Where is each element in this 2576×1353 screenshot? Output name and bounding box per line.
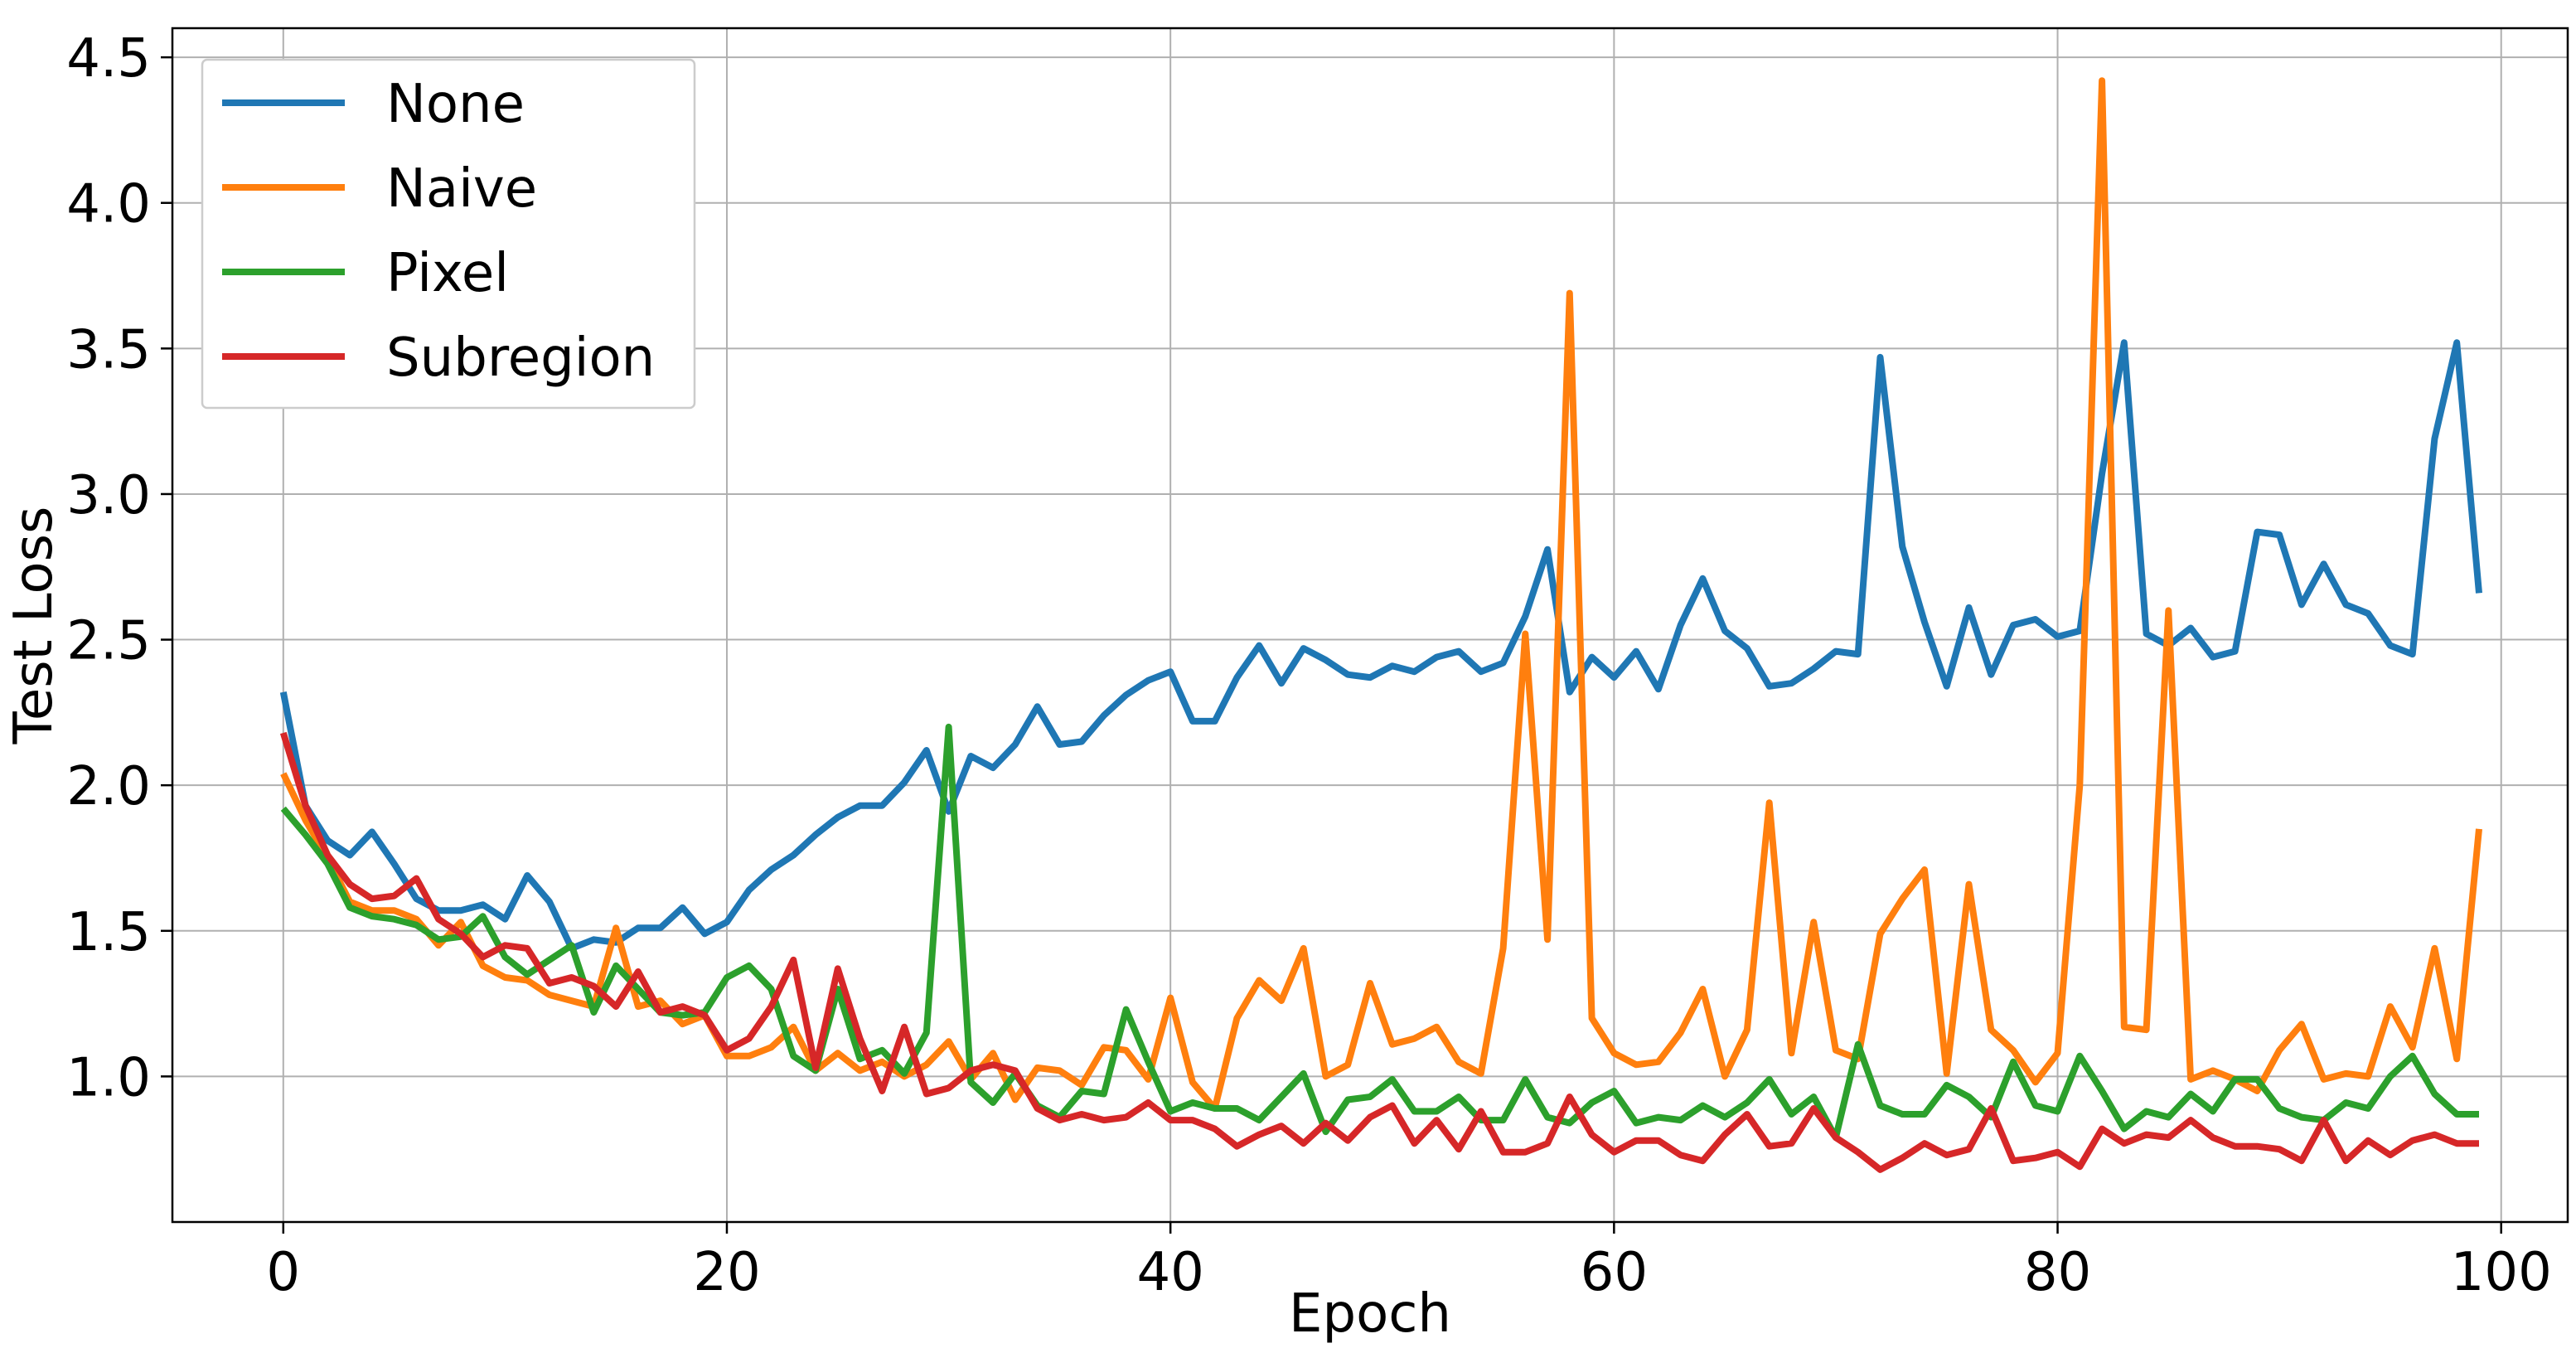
x-tick-label: 0 xyxy=(266,1242,300,1303)
x-tick-label: 80 xyxy=(2024,1242,2091,1303)
series-layer xyxy=(279,77,2482,1173)
series-line-pixel xyxy=(280,723,2479,1142)
y-tick-label: 3.0 xyxy=(66,465,151,526)
y-tick-label: 1.5 xyxy=(66,902,151,963)
x-tick-label: 100 xyxy=(2451,1242,2552,1303)
y-tick-label: 2.0 xyxy=(66,756,151,817)
y-axis-label: Test Loss xyxy=(3,507,65,745)
legend: None Naive Pixel Subregion xyxy=(201,58,696,410)
y-tick-label: 3.5 xyxy=(66,319,151,381)
x-tick-label: 60 xyxy=(1581,1242,1648,1303)
plot-frame xyxy=(171,27,2569,1224)
tick-labels: 0 20 40 60 80 100 1.0 1.5 2.0 2.5 3.0 3.5 4.0 4.5 xyxy=(66,28,2552,1303)
legend-label-subregion: Subregion xyxy=(386,327,655,389)
x-tick-label: 20 xyxy=(693,1242,760,1303)
legend-label-pixel: Pixel xyxy=(386,243,509,304)
legend-frame xyxy=(201,58,696,410)
y-tick-label: 4.0 xyxy=(66,174,151,235)
legend-items: None Naive Pixel Subregion xyxy=(222,74,655,389)
y-tick-label: 2.5 xyxy=(66,611,151,672)
series-line-none xyxy=(279,339,2482,952)
x-axis-label: Epoch xyxy=(1289,1283,1451,1345)
legend-label-naive: Naive xyxy=(386,158,537,220)
series-line-subregion xyxy=(279,731,2479,1173)
y-tick-label: 4.5 xyxy=(66,28,151,90)
x-tick-label: 40 xyxy=(1136,1242,1203,1303)
y-tick-label: 1.0 xyxy=(66,1047,151,1108)
ticks xyxy=(161,56,2502,1234)
legend-label-none: None xyxy=(386,74,525,135)
